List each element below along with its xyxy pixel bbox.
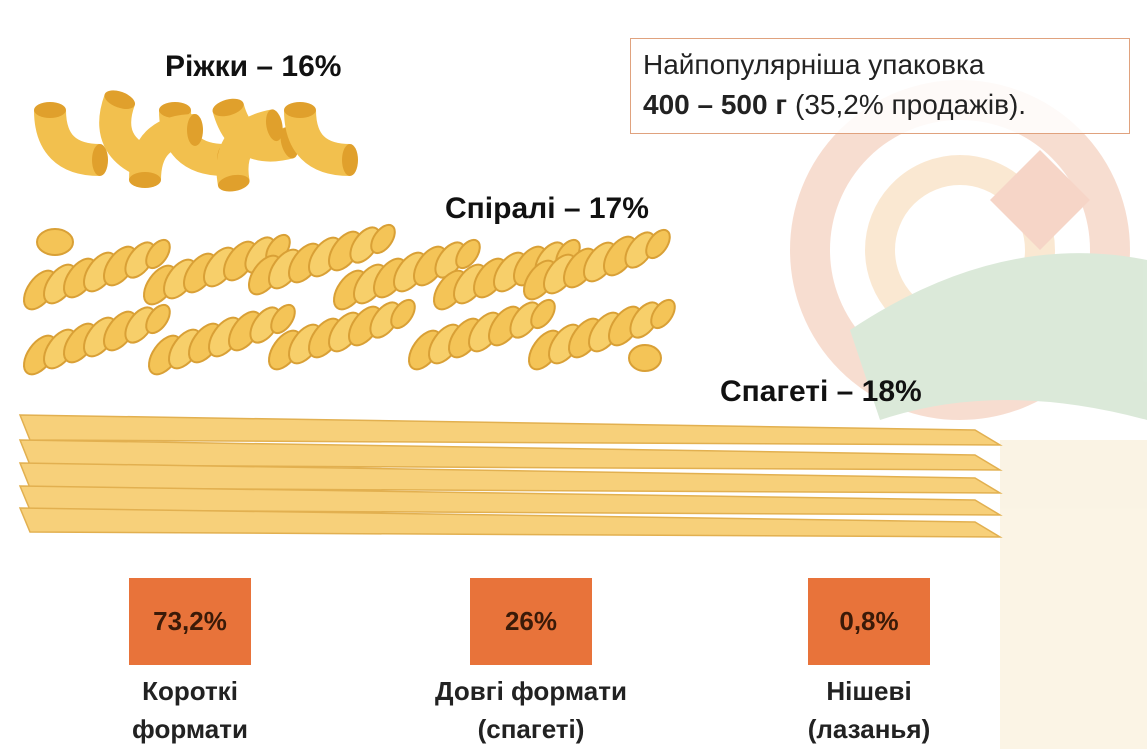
format-tile: 26% [470,578,592,665]
callout-line: Найпопулярніша упаковка [643,49,985,80]
macaroni-piece [34,102,108,176]
callout-rest: (35,2% продажів). [795,89,1027,120]
callout-bold: 400 – 500 г [643,89,788,120]
format-tile: 0,8% [808,578,930,665]
fusilli [16,219,681,381]
format-label-line: (спагеті) [477,714,585,744]
macaroni [34,85,358,194]
pasta-label: Ріжки – 16% [165,50,342,83]
format-label: Нішеві (лазанья) [719,672,1019,748]
format-label-line: Короткі [142,676,238,706]
callout-line: 400 – 500 г (35,2% продажів). [643,85,1117,125]
spaghetti [18,414,1003,538]
macaroni-piece [284,102,358,176]
format-label: Короткі формати [40,672,340,748]
format-label-line: (лазанья) [807,714,931,744]
callout: Найпопулярніша упаковка 400 – 500 г (35,2… [630,38,1130,134]
fusilli-piece [516,224,676,306]
pasta-label: Спіралі – 17% [445,192,649,225]
format-label: Довгі формати (спагеті) [381,672,681,748]
fusilli-end [36,228,74,256]
pasta-label: Спагеті – 18% [720,375,922,408]
format-label-line: Довгі формати [435,676,627,706]
background-ornament [790,80,1147,749]
format-label-line: формати [132,714,248,744]
format-tile: 73,2% [129,578,251,665]
format-label-line: Нішеві [826,676,912,706]
fusilli-end [628,344,662,372]
